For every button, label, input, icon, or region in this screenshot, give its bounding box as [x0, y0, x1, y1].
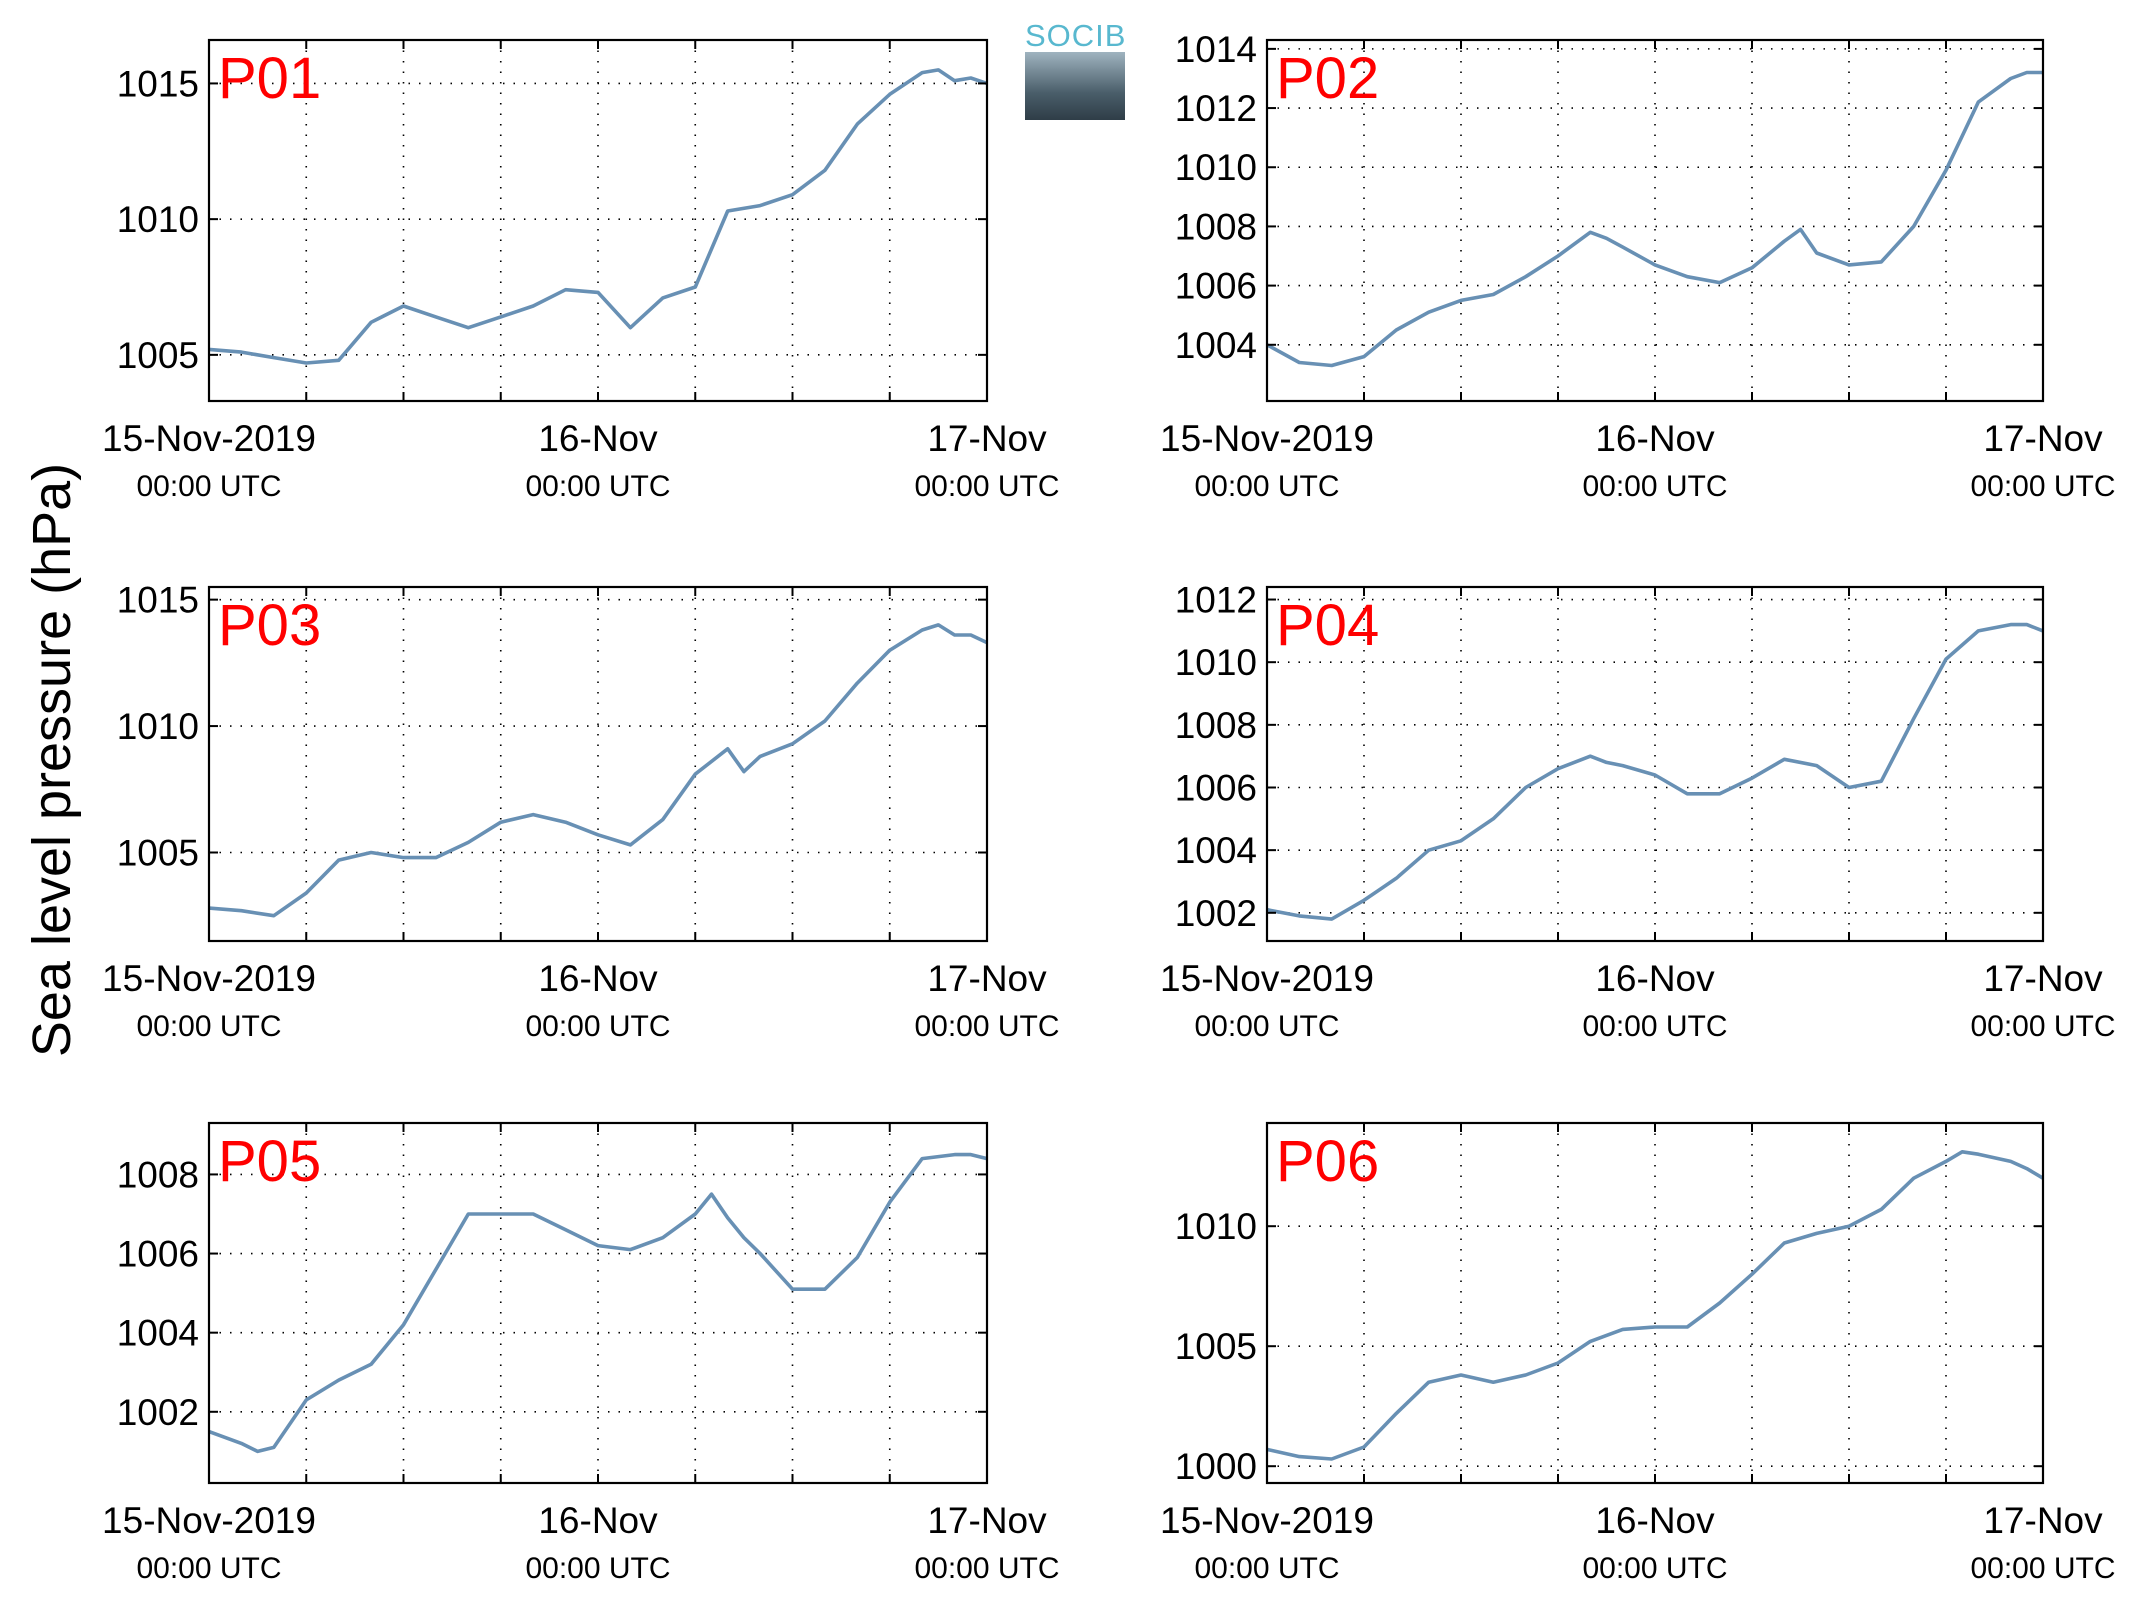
y-tick-label: 1004 [117, 1313, 199, 1354]
y-tick-label: 1010 [1175, 642, 1257, 683]
x-tick-label-date: 17-Nov [1983, 418, 2103, 459]
y-tick-label: 1005 [1175, 1326, 1257, 1367]
panel-p01: 1005 1010 1015 15-Nov-2019 00:00 UTC 16-Nov 00… [102, 38, 1060, 503]
x-tick-label-time: 00:00 UTC [1970, 470, 2115, 503]
panel-label: P06 [1276, 1129, 1379, 1194]
x-tick-label-time: 00:00 UTC [1582, 1010, 1727, 1043]
y-tick-label: 1012 [1175, 580, 1257, 621]
panel-label: P04 [1276, 593, 1379, 658]
x-tick-label-date: 15-Nov-2019 [1160, 418, 1374, 459]
y-tick-label: 1006 [1175, 767, 1257, 808]
x-tick-label-time: 00:00 UTC [1194, 470, 1339, 503]
panel-p04: 1002 1004 1006 1008 1010 1012 15-Nov-2019 00:00… [1160, 580, 2115, 1043]
y-tick-label: 1005 [117, 335, 199, 376]
x-tick-label-date: 16-Nov [1595, 418, 1715, 459]
x-tick-label-time: 00:00 UTC [1970, 1552, 2115, 1585]
x-tick-label-date: 16-Nov [538, 958, 658, 999]
x-tick-label-time: 00:00 UTC [136, 470, 281, 503]
y-tick-label: 1008 [117, 1154, 199, 1195]
y-tick-label: 1012 [1175, 88, 1257, 129]
y-tick-label: 1004 [1175, 830, 1257, 871]
x-tick-label-date: 17-Nov [927, 958, 1047, 999]
y-tick-label: 1008 [1175, 206, 1257, 247]
x-tick-label-date: 17-Nov [1983, 958, 2103, 999]
series-line-p01 [208, 68, 988, 365]
y-tick-label: 1010 [117, 199, 199, 240]
panel-p03: 1005 1010 1015 15-Nov-2019 00:00 UTC 16-Nov 00… [102, 580, 1059, 1043]
series-line-p04 [1266, 622, 2044, 921]
x-tick-label-time: 00:00 UTC [1194, 1010, 1339, 1043]
x-tick-label-date: 15-Nov-2019 [1160, 958, 1374, 999]
y-tick-label: 1006 [117, 1234, 199, 1275]
y-tick-label: 1006 [1175, 266, 1257, 307]
panel-label: P02 [1276, 46, 1379, 111]
x-tick-label-date: 15-Nov-2019 [102, 418, 316, 459]
x-tick-label-date: 17-Nov [927, 418, 1047, 459]
x-tick-label-time: 00:00 UTC [1970, 1010, 2115, 1043]
y-tick-label: 1015 [117, 580, 199, 621]
panel-label: P03 [218, 593, 321, 658]
panels: 1005 1010 1015 15-Nov-2019 00:00 UTC 16-Nov 00… [102, 29, 2115, 1585]
series-line-p06 [1266, 1150, 2044, 1461]
x-tick-label-date: 16-Nov [538, 418, 658, 459]
x-tick-label-time: 00:00 UTC [914, 1010, 1059, 1043]
axes-frame [207, 38, 989, 403]
y-tick-label: 1010 [117, 706, 199, 747]
x-tick-label-time: 00:00 UTC [1582, 470, 1727, 503]
logo-image [1025, 52, 1125, 120]
x-tick-label-date: 17-Nov [1983, 1500, 2103, 1541]
x-tick-label-time: 00:00 UTC [914, 1552, 1059, 1585]
y-tick-label: 1002 [117, 1392, 199, 1433]
y-tick-label: 1004 [1175, 325, 1257, 366]
x-tick-label-date: 16-Nov [1595, 958, 1715, 999]
y-tick-label: 1005 [117, 833, 199, 874]
x-tick-label-time: 00:00 UTC [914, 470, 1059, 503]
x-tick-label-date: 16-Nov [1595, 1500, 1715, 1541]
panel-label: P05 [218, 1129, 321, 1194]
socib-logo: SOCIB [1025, 18, 1125, 120]
series-line-p03 [208, 623, 988, 918]
panel-p06: 1000 1005 1010 15-Nov-2019 00:00 UTC 16-Nov 00… [1160, 1121, 2116, 1585]
y-tick-label: 1010 [1175, 147, 1257, 188]
x-tick-label-time: 00:00 UTC [136, 1552, 281, 1585]
y-tick-label: 1014 [1175, 29, 1257, 70]
x-tick-label-date: 16-Nov [538, 1500, 658, 1541]
x-tick-label-time: 00:00 UTC [525, 470, 670, 503]
y-tick-label: 1015 [117, 63, 199, 104]
y-tick-label: 1002 [1175, 893, 1257, 934]
y-tick-label: 1000 [1175, 1446, 1257, 1487]
panel-p02: 1004 1006 1008 1010 1012 1014 15-Nov-2019 00:00… [1160, 29, 2115, 503]
x-tick-label-date: 15-Nov-2019 [1160, 1500, 1374, 1541]
x-tick-label-time: 00:00 UTC [1194, 1552, 1339, 1585]
series-line-p05 [208, 1152, 988, 1454]
x-tick-label-date: 15-Nov-2019 [102, 958, 316, 999]
x-tick-label-time: 00:00 UTC [136, 1010, 281, 1043]
x-tick-label-date: 15-Nov-2019 [102, 1500, 316, 1541]
axes-frame [1265, 38, 2045, 403]
panel-label: P01 [218, 46, 321, 111]
logo-text: SOCIB [1025, 18, 1127, 53]
series-line-p02 [1266, 70, 2043, 368]
x-tick-label-date: 17-Nov [927, 1500, 1047, 1541]
x-tick-label-time: 00:00 UTC [525, 1552, 670, 1585]
panel-p05: 1002 1004 1006 1008 15-Nov-2019 00:00 UTC 16-N… [102, 1121, 1060, 1585]
x-tick-label-time: 00:00 UTC [1582, 1552, 1727, 1585]
y-tick-label: 1010 [1175, 1206, 1257, 1247]
x-tick-label-time: 00:00 UTC [525, 1010, 670, 1043]
y-axis-label: Sea level pressure (hPa) [22, 463, 82, 1057]
y-tick-label: 1008 [1175, 705, 1257, 746]
